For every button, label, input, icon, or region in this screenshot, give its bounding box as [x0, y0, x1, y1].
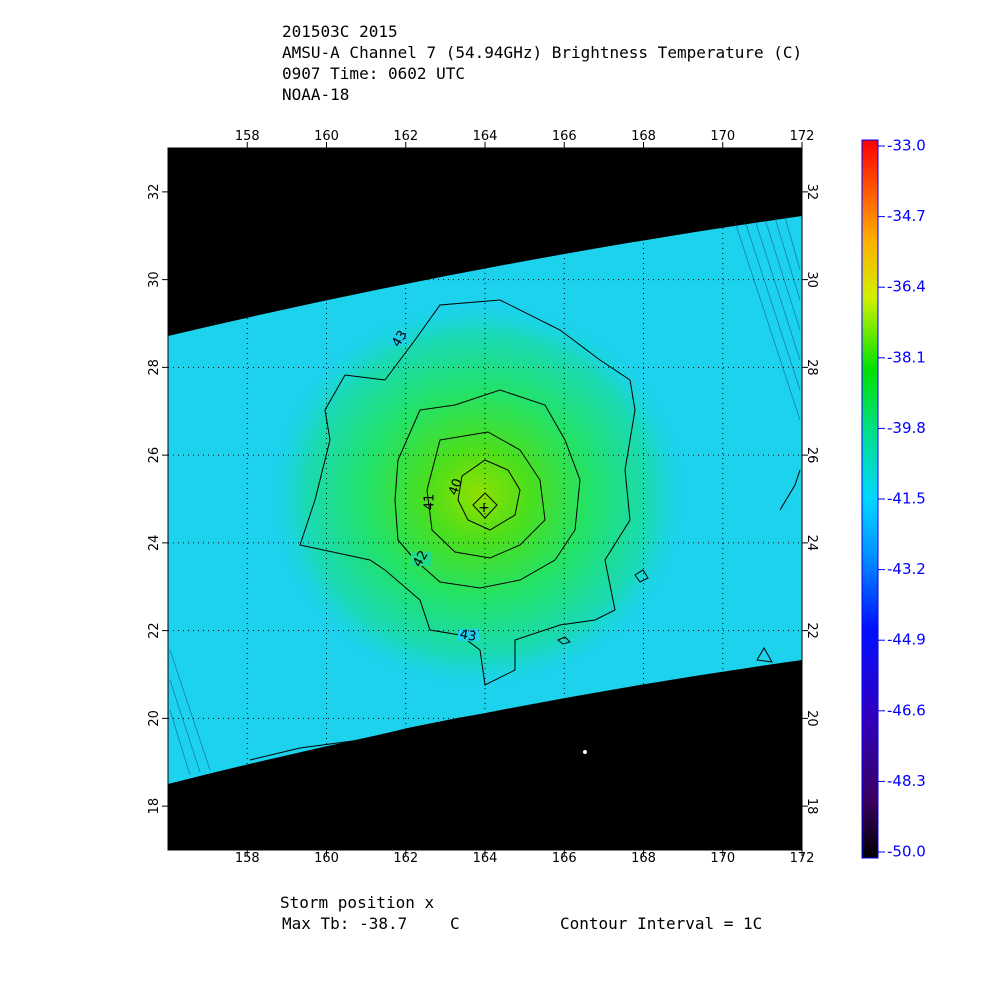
lat-label-left: 26 — [147, 447, 162, 464]
colorbar-tick-label: -38.1 — [887, 348, 926, 366]
storm-position-marker: + — [478, 500, 490, 516]
lon-label-top: 170 — [710, 129, 735, 144]
title-line-2: AMSU-A Channel 7 (54.94GHz) Brightness T… — [282, 43, 803, 62]
max-tb-unit: C — [450, 914, 460, 933]
lat-label-left: 20 — [147, 710, 162, 727]
lon-label-bottom: 162 — [393, 851, 418, 866]
colorbar-tick-label: -41.5 — [887, 490, 926, 508]
white-dot — [583, 750, 587, 754]
colorbar-tick-label: -46.6 — [887, 701, 926, 719]
lat-label-right: 32 — [804, 184, 819, 201]
lon-label-top: 158 — [235, 129, 260, 144]
lat-label-left: 32 — [147, 184, 162, 201]
contour-label-43-bottom: 43 — [459, 627, 478, 645]
lon-label-bottom: 168 — [631, 851, 656, 866]
lon-label-bottom: 166 — [552, 851, 577, 866]
colorbar-tick-label: -48.3 — [887, 772, 926, 790]
gridlines — [168, 148, 802, 850]
contour-label-bg-43-top — [389, 331, 407, 345]
lon-label-top: 168 — [631, 129, 656, 144]
colorbar-tick-label: -36.4 — [887, 278, 926, 296]
contour-43 — [299, 299, 636, 686]
lon-label-top: 160 — [314, 129, 339, 144]
lat-label-right: 30 — [804, 271, 819, 288]
lon-label-bottom: 160 — [314, 851, 339, 866]
lon-label-bottom: 170 — [710, 851, 735, 866]
lon-label-top: 166 — [552, 129, 577, 144]
colorbar-tick-label: -39.8 — [887, 419, 926, 437]
colorbar-tick-label: -43.2 — [887, 560, 926, 578]
contour-small-3 — [756, 647, 773, 663]
lat-label-left: 28 — [147, 359, 162, 376]
colorbar-tick-label: -50.0 — [887, 843, 926, 861]
lat-label-left: 30 — [147, 271, 162, 288]
colorbar-ticks: -33.0 -34.7 -36.4 -38.1 -39.8 -41.5 -43.2 -44.9… — [878, 137, 926, 861]
colorbar — [861, 139, 879, 859]
contour-small-1 — [634, 569, 649, 583]
axis-ticks: 158 158 160 160 162 162 164 164 166 166 168 168 170 1… — [147, 129, 819, 866]
lat-label-left: 24 — [147, 535, 162, 552]
lon-label-bottom: 164 — [473, 851, 498, 866]
lon-label-bottom: 172 — [790, 851, 815, 866]
colorbar-tick-label: -44.9 — [887, 631, 926, 649]
lat-label-right: 24 — [804, 535, 819, 552]
contour-label-40: 40 — [446, 477, 466, 498]
contour-label-bg-42 — [411, 552, 431, 566]
storm-position-label: Storm position x — [280, 893, 435, 912]
lon-label-top: 172 — [790, 129, 815, 144]
warm-core-fill — [273, 305, 683, 685]
max-tb-label: Max Tb: -38.7 — [282, 914, 408, 933]
contour-label-41: 41 — [423, 494, 438, 511]
swath-edge-hatching — [169, 216, 801, 776]
lon-label-top: 162 — [393, 129, 418, 144]
contour-41 — [426, 431, 546, 559]
contour-lines — [249, 299, 801, 761]
contour-small-2 — [557, 636, 571, 645]
contour-small-4 — [779, 469, 801, 511]
contour-40 — [457, 459, 521, 531]
contour-label-42: 42 — [410, 548, 431, 570]
colorbar-tick-label: -34.7 — [887, 207, 926, 225]
contour-label-bg-43-bottom — [458, 629, 480, 641]
title-line-3: 0907 Time: 0602 UTC — [282, 64, 466, 83]
contour-42 — [394, 389, 581, 589]
lat-label-right: 26 — [804, 447, 819, 464]
title-line-4: NOAA-18 — [282, 85, 350, 104]
lat-label-right: 20 — [804, 710, 819, 727]
lat-label-right: 22 — [804, 622, 819, 639]
lat-label-right: 18 — [804, 798, 819, 815]
lat-label-right: 28 — [804, 359, 819, 376]
lon-label-bottom: 158 — [235, 851, 260, 866]
title-line-1: 201503C 2015 — [282, 22, 398, 41]
lon-label-top: 164 — [473, 129, 498, 144]
colorbar-tick-label: -33.0 — [887, 137, 926, 155]
contour-interval-label: Contour Interval = 1C — [560, 914, 763, 933]
contour-swath-edge — [249, 707, 521, 761]
lat-label-left: 18 — [147, 798, 162, 815]
lat-label-left: 22 — [147, 622, 162, 639]
